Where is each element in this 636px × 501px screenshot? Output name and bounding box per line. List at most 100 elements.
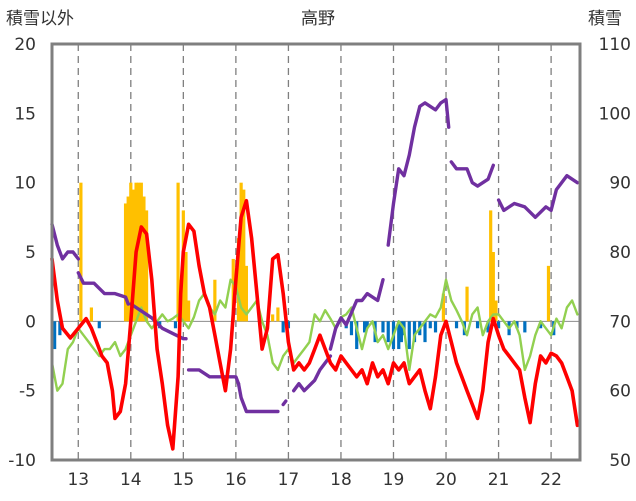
x-tick-8: 21 <box>488 470 510 490</box>
right-tick-1: 100 <box>599 104 631 124</box>
blue-bar-31 <box>515 321 519 329</box>
x-tick-1: 14 <box>120 470 142 490</box>
x-tick-0: 13 <box>67 470 89 490</box>
purple-line-segment-3 <box>186 368 241 386</box>
x-tick-3: 16 <box>225 470 247 490</box>
blue-bar-19 <box>407 321 411 350</box>
orange-bar-29 <box>546 265 551 322</box>
orange-bar-10 <box>144 210 149 322</box>
purple-line-segment-6 <box>292 354 333 393</box>
orange-bar-9 <box>142 196 146 322</box>
right-tick-3: 80 <box>609 243 631 263</box>
left-tick-6: -10 <box>8 451 36 471</box>
left-tick-labels: 20 15 10 5 0 -5 -10 <box>8 35 36 471</box>
orange-bar-1 <box>89 307 94 322</box>
orange-bar-15 <box>186 300 191 322</box>
plot-frame <box>50 42 582 462</box>
blue-bar-11 <box>365 321 369 329</box>
blue-bar-16 <box>397 321 401 350</box>
purple-line-segment-0 <box>50 222 80 261</box>
blue-bar-22 <box>423 321 427 343</box>
blue-bar-4 <box>173 321 178 329</box>
orange-bar-7 <box>137 182 141 322</box>
orange-bar-0 <box>79 182 83 322</box>
left-tick-1: 15 <box>14 104 36 124</box>
right-tick-labels: 110 100 90 80 70 60 50 <box>599 35 631 471</box>
blue-bar-0 <box>53 321 57 350</box>
purple-line-segment-10 <box>496 174 580 219</box>
blue-bar-17 <box>399 321 403 343</box>
orange-bar-28 <box>494 300 498 322</box>
blue-bar-33 <box>538 321 543 329</box>
blue-bar-29 <box>496 321 501 329</box>
left-tick-5: -5 <box>19 382 36 402</box>
orange-bars <box>79 182 551 322</box>
blue-bar-27 <box>475 321 480 329</box>
left-axis-label: 積雪以外 <box>6 9 74 29</box>
purple-line-segment-5 <box>281 399 288 407</box>
blue-bar-24 <box>433 321 438 333</box>
left-tick-2: 10 <box>14 174 36 194</box>
blue-bar-28 <box>486 321 490 333</box>
orange-bar-17 <box>231 258 235 322</box>
blue-bar-23 <box>428 321 432 329</box>
blue-bar-13 <box>381 321 385 333</box>
left-tick-3: 5 <box>25 243 36 263</box>
orange-bar-25 <box>465 286 469 322</box>
orange-bar-2 <box>123 203 128 322</box>
x-tick-2: 15 <box>173 470 195 490</box>
blue-bar-9 <box>355 321 359 350</box>
purple-line-segment-7 <box>328 278 385 351</box>
orange-bar-23 <box>276 307 280 322</box>
x-tick-9: 22 <box>540 470 562 490</box>
right-tick-5: 60 <box>609 382 631 402</box>
green-line <box>50 278 579 392</box>
blue-bar-25 <box>454 321 459 329</box>
red-line <box>50 198 580 451</box>
blue-bar-14 <box>386 321 390 343</box>
left-tick-0: 20 <box>14 35 36 55</box>
blue-bar-10 <box>362 321 367 333</box>
orange-bar-5 <box>131 189 136 322</box>
blue-bar-1 <box>58 321 62 336</box>
orange-bar-11 <box>176 182 180 322</box>
blue-bar-2 <box>97 321 101 329</box>
x-tick-7: 20 <box>435 470 457 490</box>
right-tick-0: 110 <box>599 35 631 55</box>
purple-line-segment-1 <box>76 271 130 306</box>
x-tick-4: 17 <box>278 470 300 490</box>
x-tick-5: 18 <box>330 470 352 490</box>
orange-bar-16 <box>213 279 217 322</box>
purple-line-segment-4 <box>236 382 280 414</box>
orange-bar-24 <box>441 293 446 322</box>
orange-bar-21 <box>244 265 248 322</box>
right-tick-2: 90 <box>609 174 631 194</box>
orange-bar-20 <box>242 189 246 322</box>
orange-bar-26 <box>489 210 493 322</box>
orange-bar-14 <box>184 252 188 322</box>
purple-line-segment-2 <box>129 302 188 341</box>
blue-bar-20 <box>412 321 417 343</box>
right-tick-6: 50 <box>609 451 631 471</box>
orange-bar-3 <box>126 196 130 322</box>
blue-bar-32 <box>523 321 527 333</box>
purple-line-segment-9 <box>449 160 495 188</box>
x-tick-labels: 13 14 15 16 17 18 19 20 21 22 <box>67 470 561 490</box>
x-tick-6: 19 <box>383 470 405 490</box>
orange-bar-18 <box>236 238 241 322</box>
blue-bar-6 <box>286 321 291 329</box>
orange-bar-8 <box>139 182 143 322</box>
left-tick-4: 0 <box>25 312 36 332</box>
right-tick-4: 70 <box>609 312 631 332</box>
blue-bar-8 <box>349 321 354 336</box>
orange-bar-19 <box>239 182 243 322</box>
purple-line-segment-8 <box>386 97 451 247</box>
chart-title: 高野 <box>301 9 335 29</box>
orange-bar-27 <box>491 252 495 322</box>
series-lines <box>50 97 580 451</box>
orange-bar-4 <box>129 182 133 322</box>
blue-bar-5 <box>281 321 285 333</box>
right-axis-label: 積雪 <box>588 9 622 29</box>
orange-bar-22 <box>271 314 275 322</box>
